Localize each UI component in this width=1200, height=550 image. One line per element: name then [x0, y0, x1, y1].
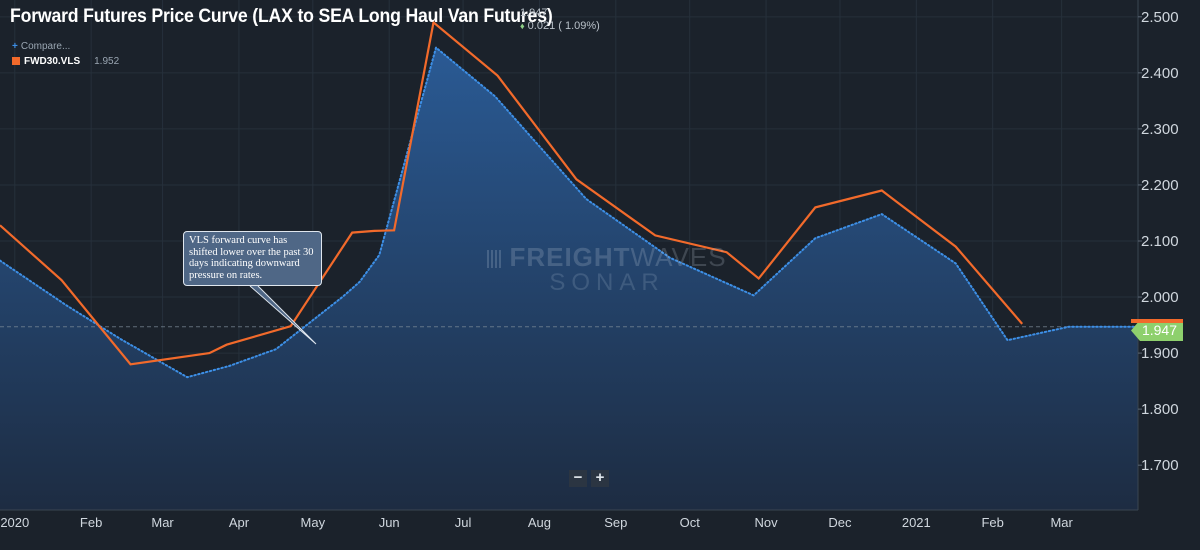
- x-tick-label: Feb: [981, 515, 1003, 530]
- plus-icon: +: [12, 41, 18, 52]
- prior-price-tag: [1131, 319, 1183, 323]
- up-arrow-icon: ♦: [520, 21, 525, 31]
- compare-button[interactable]: +Compare...: [12, 40, 119, 54]
- y-tick-label: 2.400: [1141, 65, 1179, 82]
- series-name: FWD30.VLS: [24, 56, 80, 67]
- y-tick-label: 2.500: [1141, 9, 1179, 26]
- x-tick-label: Mar: [151, 515, 174, 530]
- zoom-out-button[interactable]: −: [569, 470, 587, 487]
- x-tick-label: 2021: [902, 515, 931, 530]
- legend-series[interactable]: FWD30.VLS 1.952: [12, 55, 119, 69]
- x-axis-panel: [0, 510, 1200, 545]
- compare-label: Compare...: [21, 41, 70, 52]
- quote-box: 1.947 ♦ 0.021 ( 1.09%): [520, 7, 600, 33]
- price-change: ♦ 0.021 ( 1.09%): [520, 20, 600, 33]
- annotation-callout: VLS forward curve has shifted lower over…: [183, 231, 322, 286]
- zoom-controls: − +: [569, 470, 609, 487]
- legend: +Compare... FWD30.VLS 1.952: [12, 40, 119, 69]
- chart-title: Forward Futures Price Curve (LAX to SEA …: [10, 6, 553, 28]
- y-tick-label: 1.700: [1141, 457, 1179, 474]
- current-curve-area: [0, 48, 1138, 510]
- x-tick-label: Mar: [1050, 515, 1073, 530]
- y-tick-label: 2.100: [1141, 233, 1179, 250]
- zoom-in-button[interactable]: +: [591, 470, 609, 487]
- x-tick-label: Feb: [80, 515, 102, 530]
- y-tick-label: 2.000: [1141, 289, 1179, 306]
- x-tick-label: Dec: [828, 515, 852, 530]
- price-tag: 1.947: [1131, 320, 1183, 341]
- price-change-value: 0.021 ( 1.09%): [528, 20, 600, 32]
- x-tick-label: Nov: [754, 515, 778, 530]
- y-tick-label: 2.200: [1141, 177, 1179, 194]
- last-price: 1.947: [520, 7, 600, 20]
- x-tick-label: Oct: [680, 515, 701, 530]
- x-tick-label: 2020: [0, 515, 29, 530]
- x-tick-label: Jul: [455, 515, 472, 530]
- x-tick-label: Aug: [528, 515, 551, 530]
- x-tick-label: May: [301, 515, 326, 530]
- y-tick-label: 1.800: [1141, 401, 1179, 418]
- y-tick-label: 1.900: [1141, 345, 1179, 362]
- series-swatch: [12, 57, 20, 65]
- series-value: 1.952: [94, 56, 119, 67]
- chart-header: Forward Futures Price Curve (LAX to SEA …: [10, 6, 593, 28]
- x-tick-label: Jun: [379, 515, 400, 530]
- x-tick-label: Sep: [604, 515, 627, 530]
- x-tick-label: Apr: [229, 515, 250, 530]
- y-tick-label: 2.300: [1141, 121, 1179, 138]
